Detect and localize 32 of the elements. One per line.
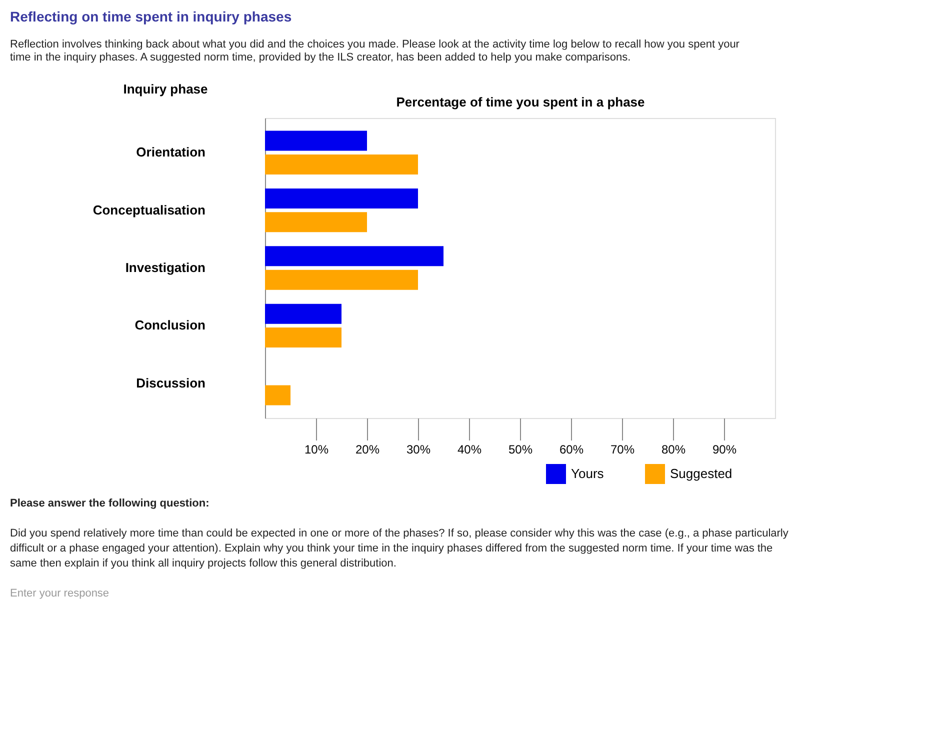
x-tick-label: 40% [457,442,482,456]
y-tick-label: Conclusion [134,318,206,333]
y-tick-label: Conceptualisation [92,202,206,218]
text: Did you spend relatively more time than could be expected in one or more of the phases? If so, please consider why this was the case (e.g., a phase particularly difficult or a phase engaged your attention). Explain why you think your time in the inquiry phases differed from the suggested norm time. If your time was the same then explain if you think all inquiry projects follow this general distribution. [10,528,789,570]
y-axis-title: Inquiry phase [123,82,208,96]
text: Please answer the following question: [10,498,210,510]
bar [265,154,418,174]
text: Enter your response [10,588,110,600]
bar [265,130,367,151]
x-tick-label: 60% [559,442,584,456]
x-tick-label: 90% [712,442,737,456]
legend-label: Suggested [670,466,732,481]
legend-label: Yours [571,466,604,481]
y-tick-label: Discussion [136,375,206,390]
x-tick-label: 50% [508,442,533,456]
chart-subtitle: Reflection involves thinking back about what you did and the choices you made. Please look at the activity time log below to recall how you spent your time in the inquiry phases. A suggested norm time, provided by the ILS creator, has been added to help you make comparisons. [10,38,740,64]
bar [265,328,342,348]
bar [265,212,367,232]
bar [265,304,342,324]
x-tick-label: 70% [610,442,635,456]
x-tick-label: 20% [355,442,380,456]
bar [265,385,290,406]
y-tick-label: Investigation [125,260,206,275]
x-axis-title: Percentage of time you spent in a phase [396,94,645,110]
bar [265,188,418,208]
y-tick-label: Orientation [136,144,206,160]
x-tick-label: 80% [661,442,686,456]
bar [265,246,444,266]
text: Reflecting on time spent in inquiry phases [10,8,292,24]
x-tick-label: 30% [406,442,431,456]
bar [265,270,418,290]
x-tick-label: 10% [304,442,329,456]
